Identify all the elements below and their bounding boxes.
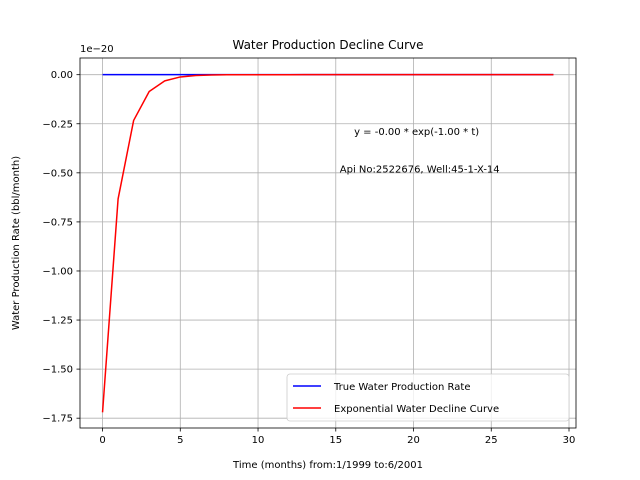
x-tick-label: 10: [252, 435, 265, 446]
annotation-text: y = -0.00 * exp(-1.00 * t): [354, 127, 479, 138]
y-tick-label: 0.00: [51, 70, 73, 81]
plot-area-frame: [79, 57, 577, 429]
chart-title: Water Production Decline Curve: [232, 38, 423, 52]
legend-entry-label: Exponential Water Decline Curve: [334, 404, 499, 415]
x-tick-label: 15: [329, 435, 342, 446]
annotation-text: Api No:2522676, Well:45-1-X-14: [340, 164, 500, 175]
x-tick-label: 20: [407, 435, 420, 446]
y-axis-label: Water Production Rate (bbl/month): [11, 156, 22, 330]
legend-box: [286, 373, 570, 422]
legend-entry-label: True Water Production Rate: [333, 382, 470, 393]
x-axis-label: Time (months) from:1/1999 to:6/2001: [232, 460, 423, 471]
y-tick-label: −0.75: [42, 217, 73, 228]
x-tick-label: 30: [563, 435, 576, 446]
legend: True Water Production Rate Exponential Wa…: [286, 373, 570, 422]
y-tick-label: −0.50: [42, 168, 73, 179]
x-tick-label: 5: [177, 435, 183, 446]
series-line-1: [101, 73, 554, 413]
y-tick-label: −1.50: [42, 365, 73, 376]
y-axis-ticks: 0.00 −0.25 −0.50 −0.75 −1.00 −1.25 −1.50 −1.75: [42, 70, 80, 425]
y-tick-label: −0.25: [42, 119, 73, 130]
y-tick-label: −1.25: [42, 316, 73, 327]
y-tick-label: −1.00: [42, 266, 73, 277]
y-tick-label: −1.75: [42, 414, 73, 425]
x-tick-label: 0: [99, 435, 105, 446]
y-axis-offset-label: 1e−20: [80, 44, 114, 55]
x-tick-label: 25: [485, 435, 498, 446]
series-lines: [101, 73, 554, 413]
x-axis-ticks: 0 5 10 15 20 25 30: [99, 428, 575, 446]
annotations: y = -0.00 * exp(-1.00 * t) Api No:2522676…: [340, 127, 500, 175]
